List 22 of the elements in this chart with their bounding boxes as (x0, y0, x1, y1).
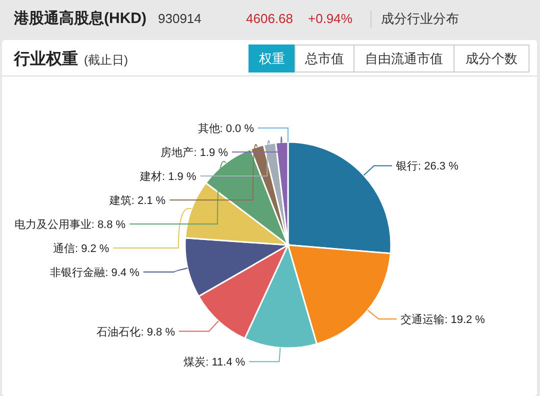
chart-title: 行业权重 (13, 50, 78, 68)
slice-label: 交通运输: 19.2 % (400, 313, 486, 326)
slice-label: 银行: 26.3 % (395, 160, 459, 173)
chart-subtitle: (截止日) (84, 53, 128, 67)
slice-label: 煤炭: 11.4 % (184, 356, 246, 369)
slice-label: 房地产: 1.9 % (160, 146, 228, 159)
text: 4606.68 (246, 11, 293, 26)
slice-label: 电力及公用事业: 8.8 % (14, 218, 126, 231)
legend-label: 其他: 0.0 % (198, 122, 254, 135)
text: 自由流通市值 (365, 51, 443, 66)
text: 成分个数 (466, 51, 518, 66)
text: 权重 (258, 51, 285, 66)
text: 成分行业分布 (381, 11, 459, 26)
text: 港股通高股息(HKD) (13, 9, 146, 27)
text: +0.94% (308, 11, 353, 26)
text: 总市值 (304, 51, 344, 66)
slice-label: 石油石化: 9.8 % (96, 325, 176, 338)
slice-label: 通信: 9.2 % (52, 242, 110, 255)
text: 930914 (158, 11, 202, 26)
slice-label: 非银行金融: 9.4 % (50, 266, 140, 279)
slice-label: 建材: 1.9 % (139, 170, 196, 183)
slice-label: 建筑: 2.1 % (108, 194, 166, 207)
